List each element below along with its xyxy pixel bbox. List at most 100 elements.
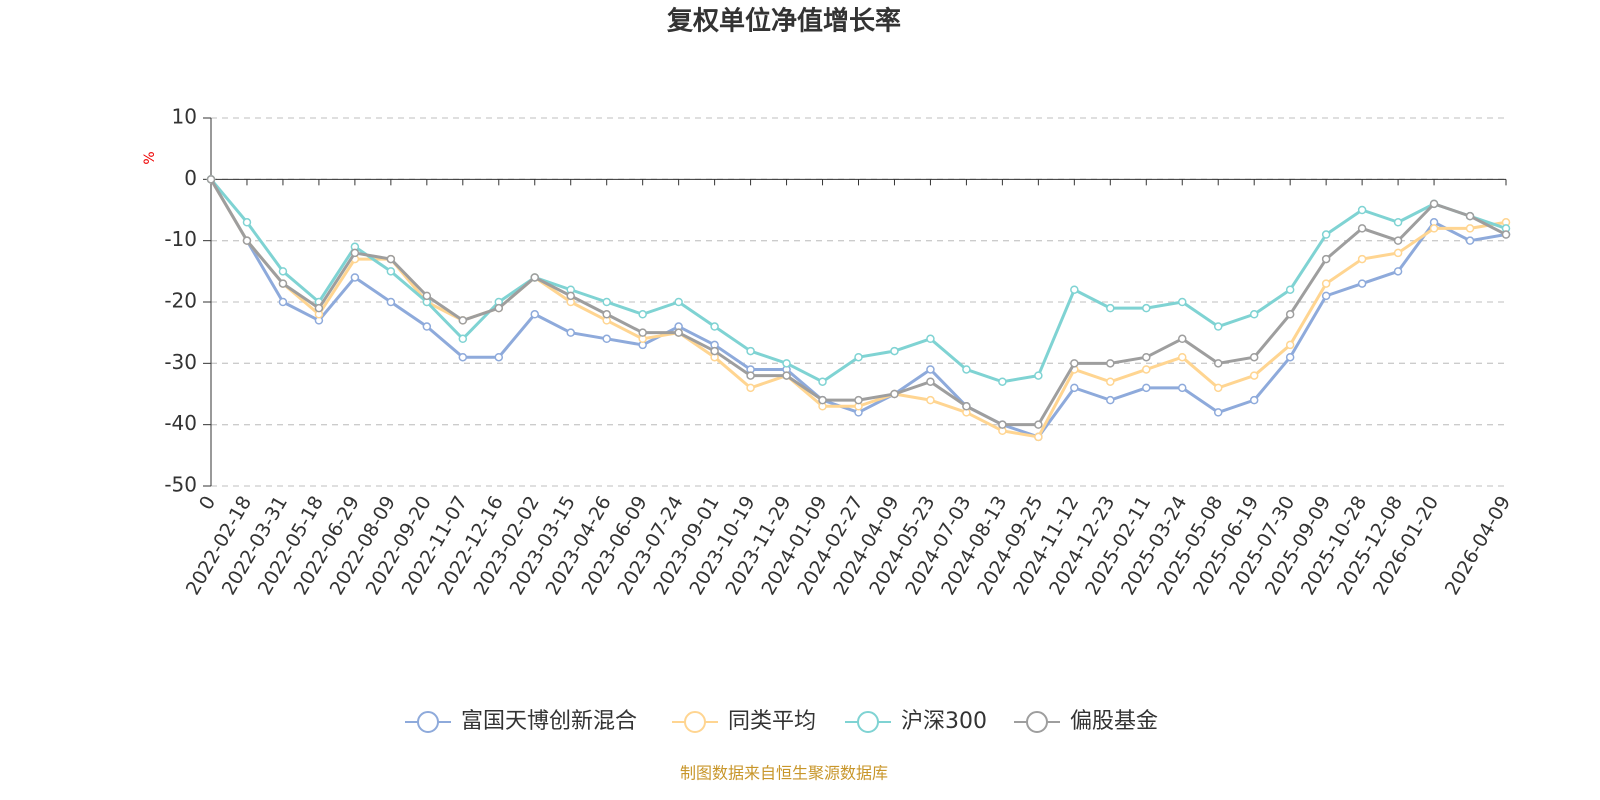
point-marker xyxy=(1429,224,1439,233)
legend-marker xyxy=(1026,711,1048,733)
point-marker xyxy=(566,328,575,337)
point-marker xyxy=(278,279,288,288)
point-marker xyxy=(422,322,432,331)
point-marker xyxy=(818,395,827,405)
point-marker xyxy=(1106,377,1115,386)
point-marker xyxy=(782,359,791,368)
y-tick-label: -10 xyxy=(164,227,197,251)
point-marker xyxy=(1034,371,1043,380)
point-marker xyxy=(1070,285,1079,294)
legend-marker xyxy=(684,711,706,733)
point-marker xyxy=(1465,236,1475,245)
point-marker xyxy=(1142,383,1151,393)
point-marker xyxy=(1178,334,1187,344)
y-unit: % xyxy=(142,151,158,164)
point-marker xyxy=(674,328,683,337)
legend-label: 富国天博创新混合 xyxy=(461,709,637,734)
point-marker xyxy=(386,297,396,307)
legend-label: 同类平均 xyxy=(728,709,816,734)
point-marker xyxy=(566,291,575,301)
point-marker xyxy=(530,310,539,319)
point-marker xyxy=(1213,322,1223,331)
point-marker xyxy=(350,273,360,282)
point-marker xyxy=(1070,383,1079,393)
point-marker xyxy=(1285,352,1295,362)
point-marker xyxy=(458,334,468,344)
legend-label: 偏股基金 xyxy=(1070,709,1158,734)
point-marker xyxy=(926,377,935,386)
legend-item: 同类平均 xyxy=(672,709,816,734)
point-marker xyxy=(1321,230,1331,239)
point-marker xyxy=(242,218,252,227)
point-marker xyxy=(926,395,935,405)
point-marker xyxy=(386,254,396,264)
point-marker xyxy=(962,402,971,411)
point-marker xyxy=(206,175,216,184)
point-marker xyxy=(1142,365,1151,374)
point-marker xyxy=(1393,218,1403,227)
point-marker xyxy=(962,365,971,374)
point-marker xyxy=(998,420,1007,429)
y-tick-label: -30 xyxy=(164,350,197,374)
legend-label: 沪深300 xyxy=(901,709,987,734)
point-marker xyxy=(1106,395,1115,405)
legend-marker xyxy=(417,711,439,733)
point-marker xyxy=(674,297,683,307)
y-tick-label: -20 xyxy=(164,289,197,313)
point-marker xyxy=(1357,279,1367,288)
point-marker xyxy=(458,316,468,325)
point-marker xyxy=(1357,224,1367,233)
point-marker xyxy=(1465,224,1475,233)
point-marker xyxy=(854,395,863,405)
point-marker xyxy=(1393,248,1403,258)
legend-item: 偏股基金 xyxy=(1014,709,1158,734)
point-marker xyxy=(1213,408,1223,417)
chart-title: 复权单位净值增长率 xyxy=(667,6,901,37)
point-marker xyxy=(1034,432,1043,442)
point-marker xyxy=(710,346,719,356)
point-marker xyxy=(1178,352,1187,362)
point-marker xyxy=(1213,359,1223,368)
point-marker xyxy=(926,365,935,374)
point-marker xyxy=(854,352,863,362)
point-marker xyxy=(1249,352,1259,362)
point-marker xyxy=(890,389,899,399)
point-marker xyxy=(494,352,504,362)
point-marker xyxy=(314,303,324,313)
source-note: 制图数据来自恒生聚源数据库 xyxy=(680,764,888,783)
y-tick-label: 10 xyxy=(172,105,197,129)
y-tick-label: -40 xyxy=(164,411,197,435)
point-marker xyxy=(1213,383,1223,393)
point-marker xyxy=(530,273,539,282)
point-marker xyxy=(458,352,468,362)
point-marker xyxy=(422,291,432,301)
point-marker xyxy=(602,297,611,307)
point-marker xyxy=(926,334,935,344)
point-marker xyxy=(1034,420,1043,429)
legend-item: 富国天博创新混合 xyxy=(405,709,637,734)
point-marker xyxy=(1285,285,1295,294)
point-marker xyxy=(1070,359,1079,368)
point-marker xyxy=(890,346,899,356)
point-marker xyxy=(1501,230,1511,239)
point-marker xyxy=(386,267,396,276)
point-marker xyxy=(1357,205,1367,215)
point-marker xyxy=(746,371,755,380)
point-marker xyxy=(638,328,647,337)
point-marker xyxy=(602,334,611,344)
point-marker xyxy=(1321,291,1331,301)
point-marker xyxy=(1178,383,1187,393)
point-marker xyxy=(1285,340,1295,350)
point-marker xyxy=(746,346,755,356)
point-marker xyxy=(746,383,755,393)
point-marker xyxy=(818,377,827,386)
point-marker xyxy=(602,310,611,319)
point-marker xyxy=(710,322,719,331)
point-marker xyxy=(350,248,360,258)
point-marker xyxy=(1321,279,1331,288)
point-marker xyxy=(1249,371,1259,380)
y-tick-label: -50 xyxy=(164,473,197,497)
y-tick-label: 0 xyxy=(184,166,197,190)
point-marker xyxy=(1249,310,1259,319)
